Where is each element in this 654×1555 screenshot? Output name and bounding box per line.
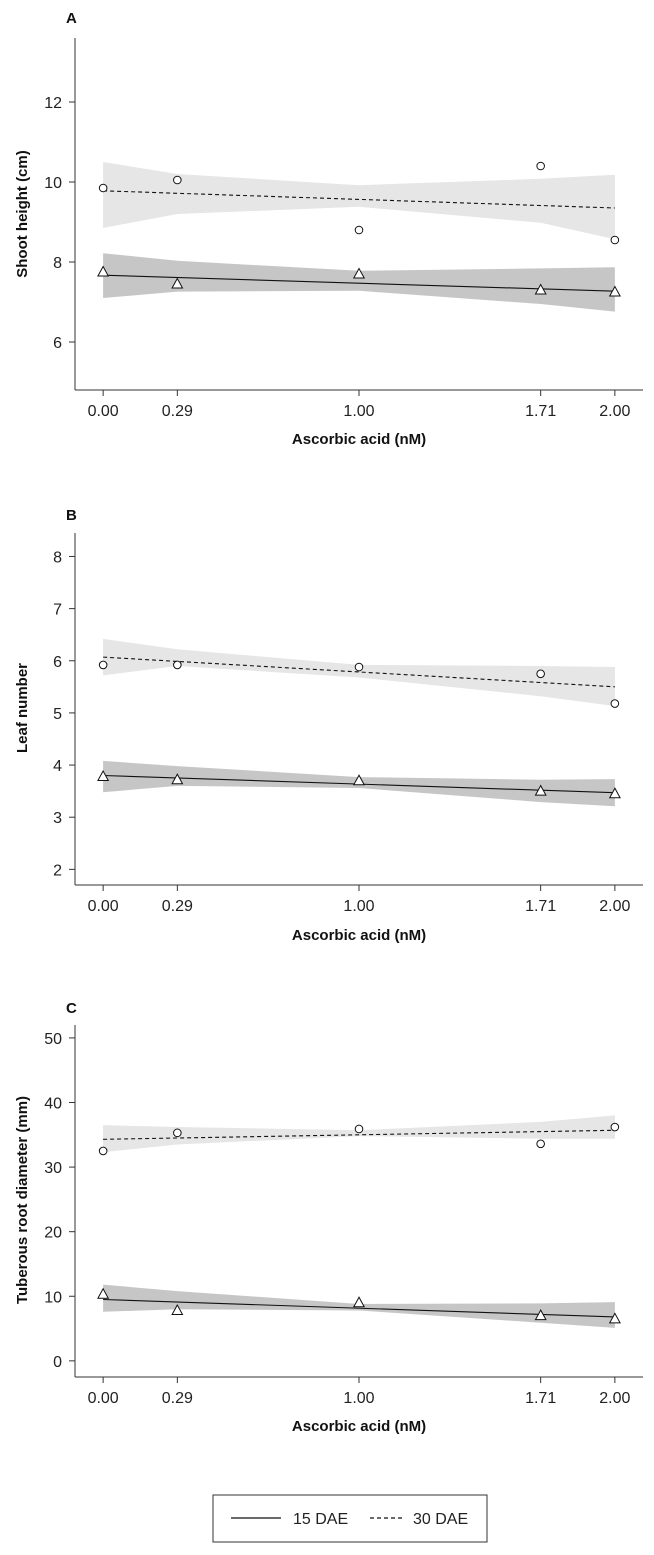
panel-c-point-0-4 xyxy=(608,1312,621,1324)
panel-c-fit-line-0 xyxy=(103,1298,615,1318)
panel-a-fit-line-1 xyxy=(103,190,615,209)
panel-b-x-tick-label-4: 2.00 xyxy=(599,898,630,915)
panel-a: A 0.00 0.29 1.00 1.71 2.00 6 8 10 12 Ascorbic ac… xyxy=(14,10,643,448)
panel-c-x-tick-label-4: 2.00 xyxy=(599,1390,630,1407)
panel-b-x-tick-label-0: 0.00 xyxy=(88,898,119,915)
panel-a-x-tick-label-1: 0.29 xyxy=(162,403,193,420)
panel-c-point-1-4 xyxy=(610,1122,620,1132)
panel-b-point-1-4 xyxy=(610,699,620,708)
panel-b-x-tick-label-2: 1.00 xyxy=(343,898,374,915)
panel-c-y-tick-label-3: 30 xyxy=(44,1160,62,1177)
panel-a-y-tick-label-0: 6 xyxy=(53,335,62,352)
panel-b-ci-band-1 xyxy=(103,638,615,707)
panel-c-x-tick-label-3: 1.71 xyxy=(525,1390,556,1407)
panel-c-y-tick-label-2: 20 xyxy=(44,1225,62,1242)
panel-b-point-1-0 xyxy=(98,660,108,670)
panel-b-point-0-2 xyxy=(352,774,366,786)
panel-letter-a: A xyxy=(66,10,77,27)
panel-c-ticks: 0.00 0.29 1.00 1.71 2.00 0 10 20 30 40 50 xyxy=(44,1031,630,1407)
panel-a-x-tick-label-4: 2.00 xyxy=(599,403,630,420)
panel-a-y-tick-label-3: 12 xyxy=(44,95,62,112)
panel-b-ticks: 0.00 0.29 1.00 1.71 2.00 2 3 4 5 6 7 8 xyxy=(53,549,630,915)
panel-b-fit-line-1 xyxy=(103,656,615,688)
panel-a-point-1-2 xyxy=(354,225,364,235)
panel-c-point-0-1 xyxy=(171,1303,184,1315)
panel-b-point-1-3 xyxy=(536,669,545,679)
panel-a-x-tick-label-0: 0.00 xyxy=(88,403,119,420)
panel-b-y-tick-label-0: 2 xyxy=(53,862,62,879)
panel-a-point-0-4 xyxy=(608,285,621,297)
panel-c-ci-band-1 xyxy=(103,1115,615,1153)
panel-c: C 0.00 0.29 1.00 1.71 2.00 0 10 20 30 40 50 Ascorb… xyxy=(14,1000,643,1435)
panel-b-y-tick-label-1: 3 xyxy=(53,810,62,827)
panel-c-x-tick-label-0: 0.00 xyxy=(88,1390,119,1407)
panel-c-y-tick-label-5: 50 xyxy=(44,1031,62,1048)
panel-a-y-tick-label-2: 10 xyxy=(44,175,62,192)
panel-b-point-0-0 xyxy=(97,769,110,781)
panel-a-x-axis-label: Ascorbic acid (nM) xyxy=(292,431,426,448)
panel-b-point-0-1 xyxy=(171,773,184,785)
panel-b-x-tick-label-1: 0.29 xyxy=(162,898,193,915)
panel-a-point-0-2 xyxy=(352,267,366,279)
panel-c-point-0-2 xyxy=(352,1296,366,1308)
panel-c-point-1-2 xyxy=(354,1124,364,1134)
panel-a-y-tick-label-1: 8 xyxy=(53,255,62,272)
panel-c-y-tick-label-0: 0 xyxy=(53,1354,62,1371)
panel-a-x-tick-label-3: 1.71 xyxy=(525,403,556,420)
legend-label-15-dae: 15 DAE xyxy=(293,1511,348,1528)
panel-b-y-tick-label-4: 6 xyxy=(53,654,62,671)
panel-c-fit-line-1 xyxy=(103,1129,615,1140)
panel-a-point-0-3 xyxy=(534,283,547,295)
legend-label-30-dae: 30 DAE xyxy=(413,1511,468,1528)
panel-a-point-1-0 xyxy=(98,183,108,193)
panel-a-x-tick-label-2: 1.00 xyxy=(343,403,374,420)
panel-a-point-1-3 xyxy=(536,161,545,171)
panel-b-y-tick-label-3: 5 xyxy=(53,706,62,723)
panel-b-point-0-4 xyxy=(608,787,621,799)
panel-a-point-0-0 xyxy=(97,265,110,277)
panel-c-point-0-0 xyxy=(97,1287,110,1299)
panel-c-x-axis-label: Ascorbic acid (nM) xyxy=(292,1418,426,1435)
panel-b-y-tick-label-5: 7 xyxy=(53,602,62,619)
panel-a-ticks: 0.00 0.29 1.00 1.71 2.00 6 8 10 12 xyxy=(44,95,630,420)
panel-a-ci-band-0 xyxy=(103,253,615,312)
panel-b-plot xyxy=(97,638,621,807)
panel-c-x-tick-label-2: 1.00 xyxy=(343,1390,374,1407)
panel-c-point-0-3 xyxy=(534,1309,547,1321)
panel-c-y-tick-label-1: 10 xyxy=(44,1289,62,1306)
panel-a-y-axis-label: Shoot height (cm) xyxy=(14,150,31,278)
panel-b-y-tick-label-6: 8 xyxy=(53,549,62,566)
panel-letter-b: B xyxy=(66,507,77,524)
panel-c-point-1-3 xyxy=(536,1139,545,1149)
panel-c-point-1-1 xyxy=(173,1128,182,1138)
panel-c-y-axis-label: Tuberous root diameter (mm) xyxy=(14,1096,31,1304)
panel-b: B 0.00 0.29 1.00 1.71 2.00 2 3 4 5 6 7 8 Ascorbic a… xyxy=(14,507,643,944)
panel-c-point-1-0 xyxy=(98,1146,108,1156)
panel-b-x-axis-label: Ascorbic acid (nM) xyxy=(292,927,426,944)
panel-b-y-axis-label: Leaf number xyxy=(14,663,31,753)
panel-letter-c: C xyxy=(66,1000,77,1017)
panel-c-x-tick-label-1: 0.29 xyxy=(162,1390,193,1407)
panel-a-point-1-4 xyxy=(610,235,620,245)
panel-a-plot xyxy=(97,161,621,312)
panel-b-x-tick-label-3: 1.71 xyxy=(525,898,556,915)
panel-b-y-tick-label-2: 4 xyxy=(53,758,62,775)
panel-a-point-0-1 xyxy=(171,277,184,289)
panel-c-plot xyxy=(97,1115,621,1328)
panel-a-point-1-1 xyxy=(173,175,182,185)
panel-a-fit-line-0 xyxy=(103,274,615,292)
panel-c-y-tick-label-4: 40 xyxy=(44,1096,62,1113)
panel-b-point-1-2 xyxy=(354,662,364,672)
panel-b-point-1-1 xyxy=(173,660,182,670)
panel-a-ci-band-1 xyxy=(103,162,615,240)
legend: 15 DAE 30 DAE xyxy=(212,1494,488,1543)
panel-b-point-0-3 xyxy=(534,784,547,796)
